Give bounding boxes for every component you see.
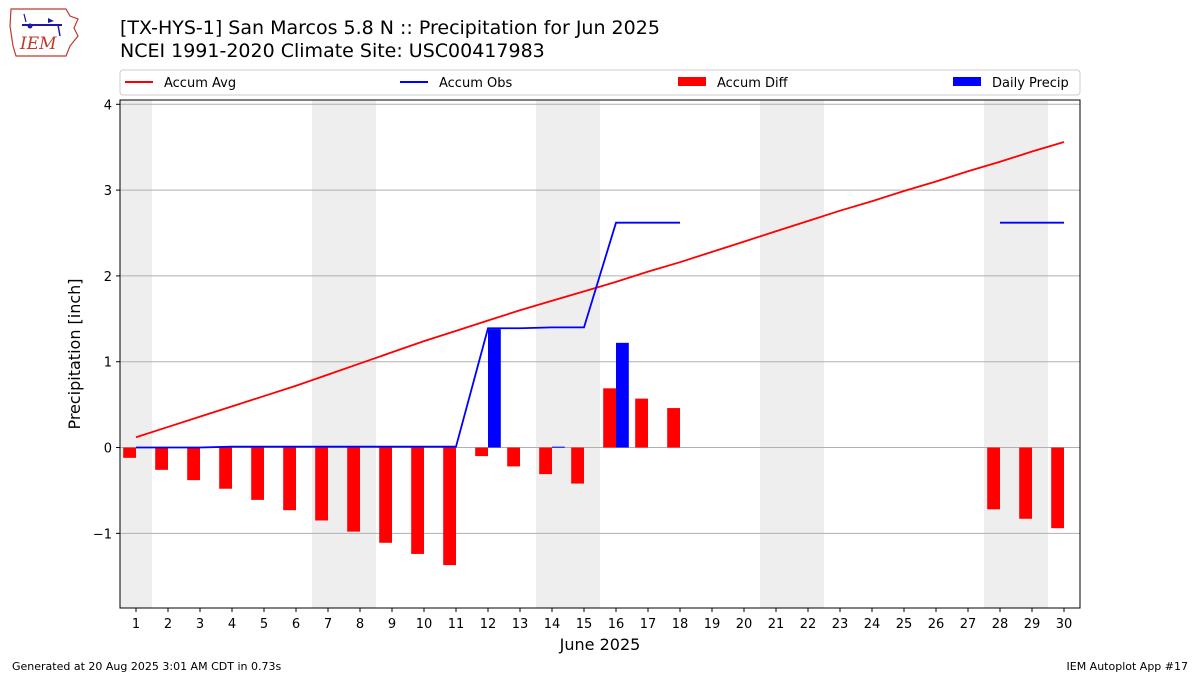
legend-label-0: Accum Avg — [164, 76, 236, 91]
x-tick-label: 25 — [896, 617, 913, 632]
accum-diff-bar-2 — [155, 447, 168, 470]
x-tick-label: 23 — [832, 617, 849, 632]
x-tick-label: 28 — [992, 617, 1009, 632]
x-tick-label: 15 — [576, 617, 593, 632]
accum-avg-line-seg-0 — [135, 141, 1065, 439]
accum-diff-bar-9 — [379, 447, 392, 543]
accum-diff-bar-16 — [603, 388, 616, 448]
x-tick-label: 9 — [388, 617, 396, 632]
x-tick-label: 30 — [1056, 617, 1073, 632]
legend: Accum Avg Accum Obs Accum Diff Daily Precip — [119, 69, 1081, 96]
y-axis-label: Precipitation [inch] — [65, 278, 84, 429]
accum-diff-bar-28 — [987, 447, 1000, 510]
x-tick-label: 5 — [260, 617, 268, 632]
accum-diff-bar-7 — [315, 447, 328, 521]
chart-title: [TX-HYS-1] San Marcos 5.8 N :: Precipita… — [120, 17, 660, 39]
weekend-shade-29 — [1016, 100, 1048, 608]
x-tick-label: 20 — [736, 617, 753, 632]
accum-diff-bar-29 — [1019, 447, 1032, 519]
accum-diff-bar-18 — [667, 408, 680, 448]
accum-diff-bar-3 — [187, 447, 200, 481]
weekend-shade-28 — [984, 100, 1016, 608]
x-tick-label: 17 — [640, 617, 657, 632]
accum-diff-bar-4 — [219, 447, 232, 489]
x-tick-label: 18 — [672, 617, 689, 632]
x-tick-label: 7 — [324, 617, 332, 632]
y-tick-label: 1 — [104, 356, 112, 371]
accum-diff-bar-1 — [123, 447, 136, 458]
y-tick-label: 4 — [104, 98, 112, 113]
weekend-shade-15 — [568, 100, 600, 608]
x-tick-label: 11 — [448, 617, 465, 632]
iem-logo: IEM — [8, 6, 82, 64]
x-tick-label: 13 — [512, 617, 529, 632]
legend-swatch-3 — [953, 77, 981, 86]
accum-diff-bar-11 — [443, 447, 456, 566]
accum-diff-bar-13 — [507, 447, 520, 467]
weekend-shade-21 — [760, 100, 792, 608]
weekend-shade-1 — [120, 100, 152, 608]
legend-label-2: Accum Diff — [717, 76, 789, 91]
chart-subtitle: NCEI 1991-2020 Climate Site: USC00417983 — [120, 40, 545, 62]
x-tick-label: 8 — [356, 617, 364, 632]
x-tick-label: 16 — [608, 617, 625, 632]
accum-diff-bar-10 — [411, 447, 424, 554]
x-tick-label: 19 — [704, 617, 721, 632]
x-tick-label: 26 — [928, 617, 945, 632]
accum-diff-bar-5 — [251, 447, 264, 500]
x-tick-label: 3 — [196, 617, 204, 632]
x-tick-label: 14 — [544, 617, 561, 632]
x-tick-label: 2 — [164, 617, 172, 632]
legend-swatch-2 — [678, 77, 706, 86]
weekend-shading — [120, 100, 1048, 608]
accum-diff-bar-14 — [539, 447, 552, 475]
accum-diff-bar-30 — [1051, 447, 1064, 529]
x-tick-label: 1 — [132, 617, 140, 632]
x-tick-label: 29 — [1024, 617, 1041, 632]
y-tick-label: 2 — [104, 270, 112, 285]
x-tick-label: 4 — [228, 617, 236, 632]
y-tick-label: −1 — [93, 527, 112, 542]
footer-generated: Generated at 20 Aug 2025 3:01 AM CDT in … — [12, 660, 282, 673]
accum-diff-bar-6 — [283, 447, 296, 511]
x-tick-label: 21 — [768, 617, 785, 632]
weekend-shade-7 — [312, 100, 344, 608]
x-tick-label: 10 — [416, 617, 433, 632]
x-tick-label: 12 — [480, 617, 497, 632]
y-tick-label: 3 — [104, 184, 112, 199]
weekend-shade-8 — [344, 100, 376, 608]
x-tick-label: 27 — [960, 617, 977, 632]
x-axis-label: June 2025 — [559, 635, 641, 654]
lines — [135, 141, 1065, 449]
bars — [123, 329, 1064, 566]
grid-lines — [120, 103, 1080, 534]
legend-box — [119, 69, 1081, 96]
daily-precip-bar-12 — [488, 329, 501, 448]
footer-app: IEM Autoplot App #17 — [1066, 660, 1189, 673]
legend-label-3: Daily Precip — [992, 76, 1069, 91]
accum-diff-bar-15 — [571, 447, 584, 484]
x-tick-label: 22 — [800, 617, 817, 632]
plot-frame — [119, 99, 1081, 609]
accum-diff-bar-12 — [475, 447, 488, 457]
accum-diff-bar-17 — [635, 398, 648, 448]
accum-diff-bar-8 — [347, 447, 360, 532]
y-tick-label: 0 — [104, 442, 112, 457]
accum-obs-line-seg-0 — [136, 221, 680, 449]
x-tick-label: 6 — [292, 617, 300, 632]
legend-label-1: Accum Obs — [439, 76, 512, 91]
weekend-shade-14 — [536, 100, 568, 608]
weekend-shade-22 — [792, 100, 824, 608]
x-tick-label: 24 — [864, 617, 881, 632]
daily-precip-bar-16 — [616, 342, 629, 448]
logo-text: IEM — [19, 34, 57, 54]
daily-precip-bar-14 — [552, 446, 565, 448]
